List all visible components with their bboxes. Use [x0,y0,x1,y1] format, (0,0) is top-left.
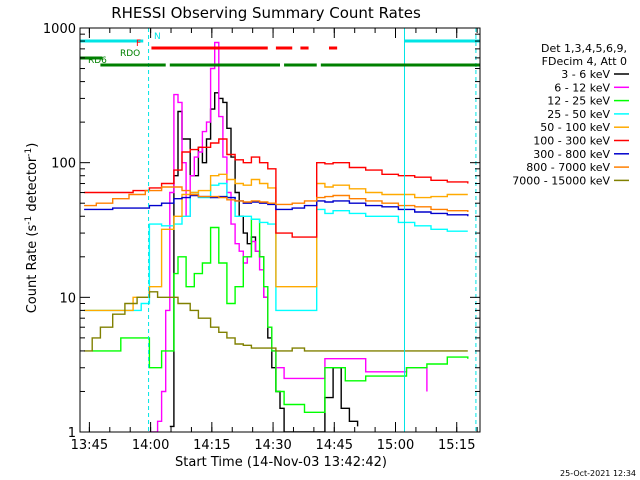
legend: Det 1,3,4,5,6,9,FDecim 4, Att 03 - 6 keV… [512,42,629,187]
series-line-7 [84,186,469,212]
legend-label-3: 25 - 50 keV [547,108,610,121]
flag-label-n: N [154,32,161,42]
x-tick-label-1: 14:00 [132,438,169,453]
x-tick-label-5: 15:00 [377,438,414,453]
y-tick-label-3: 1000 [43,22,76,37]
legend-label-6: 300 - 800 keV [533,148,610,161]
x-tick-label-6: 15:15 [438,438,475,453]
chart-title: RHESSI Observing Summary Count Rates [111,4,421,22]
x-tick-label-3: 14:30 [254,438,291,453]
legend-label-4: 50 - 100 keV [540,121,610,134]
axes: 1 10 100 1000 13:45 14:00 14:15 14:30 14:45 15:00… [43,22,481,453]
series-line-4 [84,173,468,312]
y-label-part: Count Rate (s [25,225,40,314]
y-label-superscript: -1 [24,148,34,157]
legend-label-1: 6 - 12 keV [554,81,610,94]
y-axis-label: Count Rate (s-1 detector-1) [24,143,40,314]
y-label-superscript: -1 [24,216,34,225]
timestamp-annotation: 25-Oct-2021 12:34 [560,469,636,478]
y-tick-label-1: 10 [59,291,76,306]
plot-area [84,28,477,432]
flag-label-f: F [136,39,141,49]
x-axis-label: Start Time (14-Nov-03 13:42:42) [175,455,387,470]
legend-label-5: 100 - 300 keV [533,135,610,148]
series-line-8 [84,291,468,352]
flag-label-rdo: RDO [120,49,140,59]
legend-label-8: 7000 - 15000 keV [512,174,610,187]
x-tick-label-0: 13:45 [71,438,108,453]
flag-label-rd6: RD6 [88,56,107,66]
y-label-part: ) [25,143,40,148]
series-line-1 [149,41,428,432]
x-tick-label-4: 14:45 [316,438,353,453]
legend-label-0: 3 - 6 keV [561,68,610,81]
legend-label-7: 800 - 7000 keV [526,161,610,174]
series-line-5 [84,138,469,238]
x-tick-label-2: 14:15 [193,438,230,453]
legend-header-0: Det 1,3,4,5,6,9, [541,42,627,55]
plot-frame [79,27,481,433]
legend-header-1: FDecim 4, Att 0 [542,55,627,68]
y-label-part: detector [25,156,40,216]
legend-label-2: 12 - 25 keV [547,95,610,108]
y-tick-label-0: 1 [68,426,76,441]
y-tick-label-2: 100 [51,157,76,172]
series-line-6 [84,194,469,217]
